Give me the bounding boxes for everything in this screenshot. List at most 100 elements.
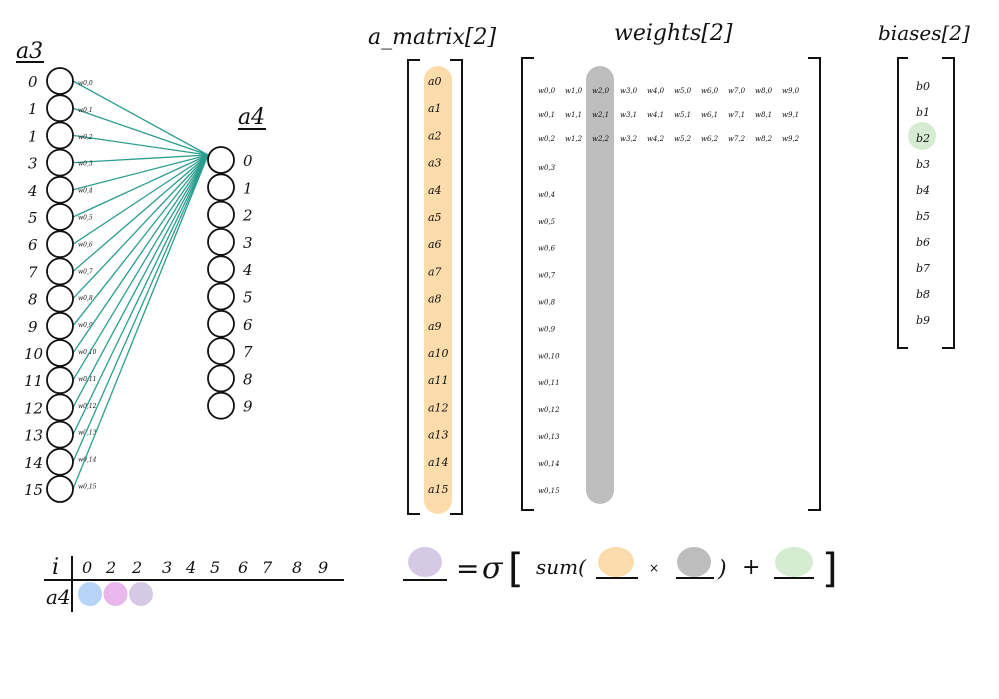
input-neuron-index: 14 bbox=[24, 454, 43, 472]
equation-output-blob bbox=[408, 547, 442, 577]
output-neuron-index: 8 bbox=[243, 370, 253, 388]
weight-entry: w3,1 bbox=[620, 111, 637, 119]
weight-entry: w9,0 bbox=[782, 87, 800, 95]
edge-weight-label: w0,13 bbox=[78, 430, 97, 437]
weight-entry: w0,5 bbox=[538, 218, 556, 226]
input-neuron bbox=[46, 339, 74, 367]
input-neuron-index: 3 bbox=[28, 155, 38, 173]
index-value: 3 bbox=[162, 558, 172, 577]
edge-weight-label: w0,8 bbox=[78, 295, 93, 302]
a4-value-dot bbox=[78, 582, 102, 606]
connection-edges: w0,0 w0,1 w0,2 w0,3 w0,4 w0,5 w0,6 w0,7 w0,8 w0,9… bbox=[72, 80, 209, 491]
weight-entry: w0,7 bbox=[538, 272, 556, 280]
weight-entry: w8,2 bbox=[755, 135, 773, 143]
weight-entry: w2,2 bbox=[592, 135, 610, 143]
input-neuron-index: 12 bbox=[24, 399, 43, 417]
weight-entry: w0,3 bbox=[538, 164, 556, 172]
weight-entry: w4,1 bbox=[647, 111, 664, 119]
output-neuron bbox=[207, 282, 235, 311]
a-matrix-entry: a13 bbox=[428, 429, 449, 442]
input-neuron bbox=[46, 67, 74, 95]
edge-input-15 bbox=[72, 154, 209, 490]
a-matrix-entry: a8 bbox=[428, 293, 442, 306]
input-neuron-index: 1 bbox=[28, 127, 38, 145]
index-value: 9 bbox=[318, 558, 328, 577]
weight-entry: w5,2 bbox=[674, 135, 692, 143]
bias-entry: b8 bbox=[916, 288, 930, 301]
edge-input-1 bbox=[72, 107, 209, 156]
input-neuron-index: 7 bbox=[28, 263, 38, 281]
output-neuron-index: 5 bbox=[243, 289, 253, 307]
a-matrix-entries: a0 a1 a2 a3 a4 a5 a6 a7 a8 a9 a10 a11 a12 a13 a14 a15 bbox=[428, 75, 449, 496]
output-neuron bbox=[207, 227, 235, 256]
weights-title: weights[2] bbox=[614, 21, 733, 46]
output-neuron-index: 7 bbox=[243, 343, 253, 361]
equation-close-paren: ) bbox=[717, 557, 727, 582]
a-matrix-entry: a2 bbox=[428, 129, 442, 142]
edge-weight-label: w0,6 bbox=[78, 241, 93, 248]
edge-input-13 bbox=[72, 154, 209, 435]
edge-input-6 bbox=[72, 154, 209, 245]
output-neurons: 0 1 2 3 4 5 6 7 8 9 bbox=[207, 146, 253, 420]
edge-input-11 bbox=[72, 154, 209, 381]
weight-entry: w1,0 bbox=[565, 87, 583, 95]
output-neuron-index: 0 bbox=[243, 152, 253, 170]
input-neuron bbox=[46, 230, 74, 259]
a-matrix-entry: a15 bbox=[428, 483, 449, 496]
edge-input-7 bbox=[72, 154, 209, 272]
weights-right-bracket bbox=[808, 57, 821, 511]
equation-plus: + bbox=[742, 555, 760, 580]
index-value: 2 bbox=[131, 558, 142, 577]
output-neuron bbox=[207, 200, 235, 229]
equation-b-blob bbox=[775, 547, 813, 577]
index-value: 0 bbox=[82, 558, 92, 577]
input-neuron-index: 9 bbox=[28, 318, 38, 336]
edge-weight-label: w0,3 bbox=[78, 161, 93, 168]
weight-entry: w0,8 bbox=[538, 299, 556, 307]
weight-entry: w0,10 bbox=[538, 352, 560, 360]
weight-entry: w4,0 bbox=[647, 87, 665, 95]
biases-title: biases[2] bbox=[878, 21, 970, 45]
output-neuron-index: 6 bbox=[243, 316, 253, 334]
input-layer-label: a3 bbox=[16, 39, 43, 64]
index-row-label: a4 bbox=[46, 585, 71, 609]
edge-weight-label: w0,14 bbox=[78, 457, 97, 464]
edge-weight-label: w0,0 bbox=[78, 80, 93, 87]
edge-weight-label: w0,7 bbox=[78, 268, 93, 275]
weight-entry: w5,0 bbox=[674, 87, 692, 95]
weight-entry: w7,2 bbox=[728, 135, 746, 143]
edge-input-0 bbox=[72, 80, 209, 156]
input-neuron bbox=[46, 284, 74, 313]
a-matrix-entry: a14 bbox=[428, 456, 449, 469]
input-neuron bbox=[46, 203, 74, 231]
bias-entry: b1 bbox=[916, 106, 930, 119]
input-neuron bbox=[46, 257, 74, 286]
input-neuron bbox=[46, 475, 74, 503]
output-neuron bbox=[207, 364, 235, 393]
a-matrix-column-highlight bbox=[424, 66, 452, 514]
index-value: 8 bbox=[292, 558, 302, 577]
index-value: 5 bbox=[210, 558, 220, 577]
bias-entry: b3 bbox=[916, 158, 930, 171]
weight-entry: w8,1 bbox=[755, 111, 772, 119]
weight-entry: w5,1 bbox=[674, 111, 691, 119]
a4-value-dot bbox=[129, 582, 153, 606]
input-neuron-index: 11 bbox=[24, 372, 43, 390]
input-neuron-index: 10 bbox=[24, 345, 44, 363]
weight-entry: w4,2 bbox=[647, 135, 665, 143]
input-neuron-index: 8 bbox=[28, 291, 38, 309]
weight-entry: w0,1 bbox=[538, 111, 555, 119]
a-matrix-entry: a0 bbox=[428, 75, 442, 88]
weight-entry: w6,2 bbox=[701, 135, 719, 143]
input-neuron bbox=[46, 121, 74, 150]
input-neuron bbox=[46, 447, 74, 476]
weight-entry: w0,2 bbox=[538, 135, 556, 143]
equation-w-blob bbox=[677, 547, 711, 577]
edge-input-8 bbox=[72, 154, 209, 300]
a-matrix-entry: a5 bbox=[428, 211, 442, 224]
weight-entry: w8,0 bbox=[755, 87, 773, 95]
bias-entry: b4 bbox=[916, 184, 930, 197]
equation-open-bracket: [ bbox=[508, 546, 524, 592]
